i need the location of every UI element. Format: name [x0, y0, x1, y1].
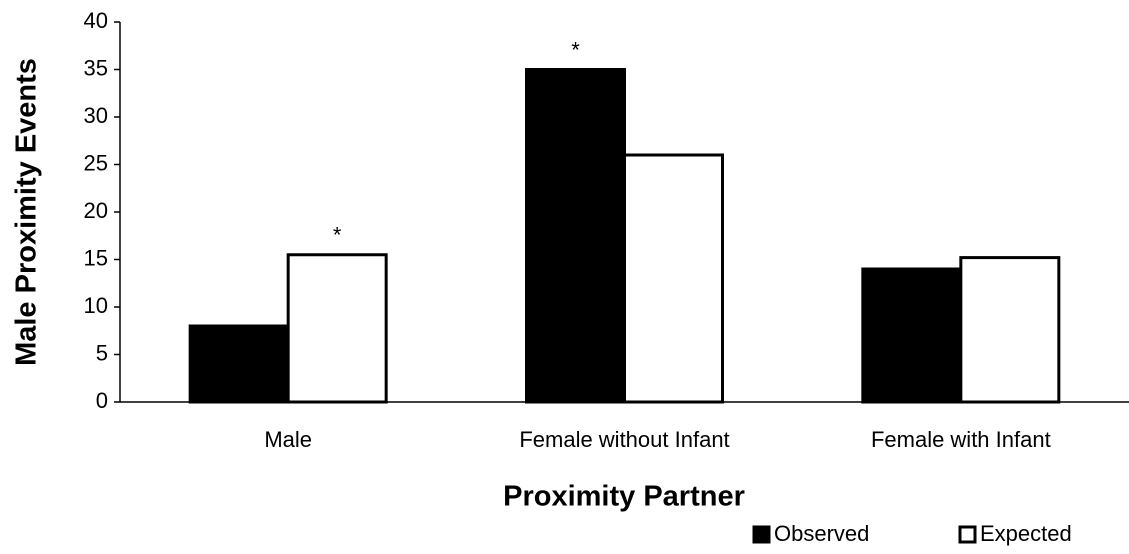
x-tick-label: Male — [264, 427, 312, 452]
legend-swatch — [752, 525, 771, 544]
y-axis-label: Male Proximity Events — [11, 58, 43, 366]
y-tick-label: 35 — [84, 55, 108, 80]
bar — [286, 253, 388, 404]
legend-label: Expected — [980, 521, 1072, 546]
x-tick-label: Female without Infant — [519, 427, 729, 452]
y-tick-label: 20 — [84, 198, 108, 223]
x-axis-label: Proximity Partner — [503, 481, 745, 513]
y-tick-label: 5 — [96, 340, 108, 365]
y-tick-label: 15 — [84, 245, 108, 270]
legend-swatch — [958, 525, 977, 544]
annotation: * — [571, 37, 580, 62]
y-tick-label: 40 — [84, 8, 108, 33]
bar — [959, 256, 1061, 404]
y-tick-label: 30 — [84, 103, 108, 128]
y-tick-label: 0 — [96, 388, 108, 413]
annotation: * — [333, 223, 342, 248]
bar — [861, 267, 963, 404]
bar — [623, 153, 724, 404]
y-tick-label: 10 — [84, 293, 108, 318]
y-tick-label: 25 — [84, 150, 108, 175]
legend-label: Observed — [774, 521, 869, 546]
bar — [525, 68, 626, 404]
bar — [188, 324, 290, 404]
x-tick-label: Female with Infant — [871, 427, 1051, 452]
